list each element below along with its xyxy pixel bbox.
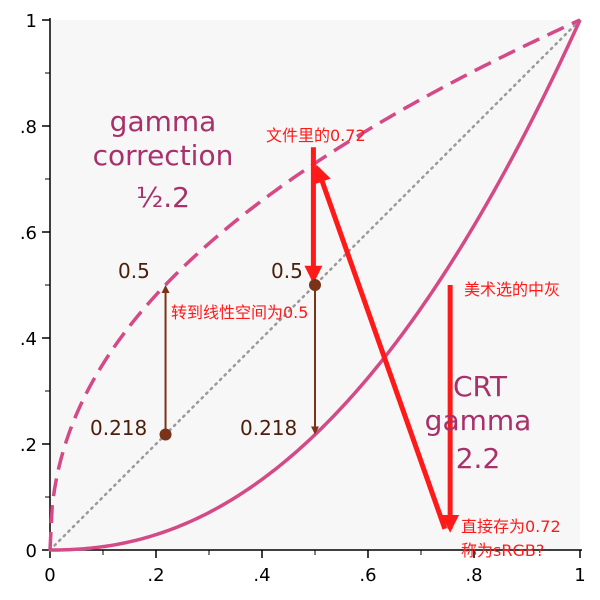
annotation-file-072: 文件里的0.72: [266, 126, 366, 145]
x-tick-label: 1: [574, 565, 585, 586]
left-bottom-value: 0.218: [90, 416, 147, 440]
crt-gamma-curve: [50, 19, 582, 552]
brown-arrows: [161, 285, 319, 435]
axis-ticks: 00 .2 .2 .4 .4 .6 .6 .8 .8 1 1: [20, 11, 586, 586]
identity-line: [48, 18, 582, 552]
mid-top-value: 0.5: [271, 259, 303, 283]
annotation-direct-save-1: 直接存为0.72: [461, 517, 561, 536]
x-tick-label: .4: [253, 565, 270, 586]
crt-gamma-line2: gamma: [425, 404, 532, 437]
data-point: [159, 428, 172, 441]
y-tick-label: 1: [26, 11, 37, 32]
x-tick-label: .2: [147, 565, 164, 586]
annotation-direct-save-2: 称为sRGB?: [461, 541, 544, 560]
gamma-correction-line1: gamma: [110, 105, 217, 138]
points: [159, 279, 321, 441]
gamma-correction-label: gamma correction ½.2: [93, 105, 234, 214]
y-tick-label: .4: [20, 329, 37, 350]
red-arrows: [304, 147, 460, 533]
y-tick-label: .6: [20, 223, 37, 244]
crt-gamma-label: CRT gamma 2.2: [425, 370, 532, 475]
x-tick-label: .6: [359, 565, 376, 586]
mid-bottom-value: 0.218: [240, 416, 297, 440]
annotation-to-linear: 转到线性空间为0.5: [171, 303, 308, 322]
y-tick-label: .8: [20, 117, 37, 138]
gamma-correction-line2: correction: [93, 139, 234, 172]
annotation-art-gray: 美术选的中灰: [464, 280, 560, 299]
x-tick-label: 0: [44, 565, 55, 586]
left-top-value: 0.5: [118, 259, 150, 283]
y-tick-label: 0: [26, 541, 37, 562]
crt-gamma-line3: 2.2: [456, 442, 501, 475]
crt-gamma-line1: CRT: [453, 370, 508, 403]
data-point: [309, 279, 321, 291]
gamma-correction-line3: ½.2: [136, 181, 190, 214]
x-tick-label: .8: [465, 565, 482, 586]
y-tick-label: .2: [20, 435, 37, 456]
red-arrow: [313, 164, 448, 530]
